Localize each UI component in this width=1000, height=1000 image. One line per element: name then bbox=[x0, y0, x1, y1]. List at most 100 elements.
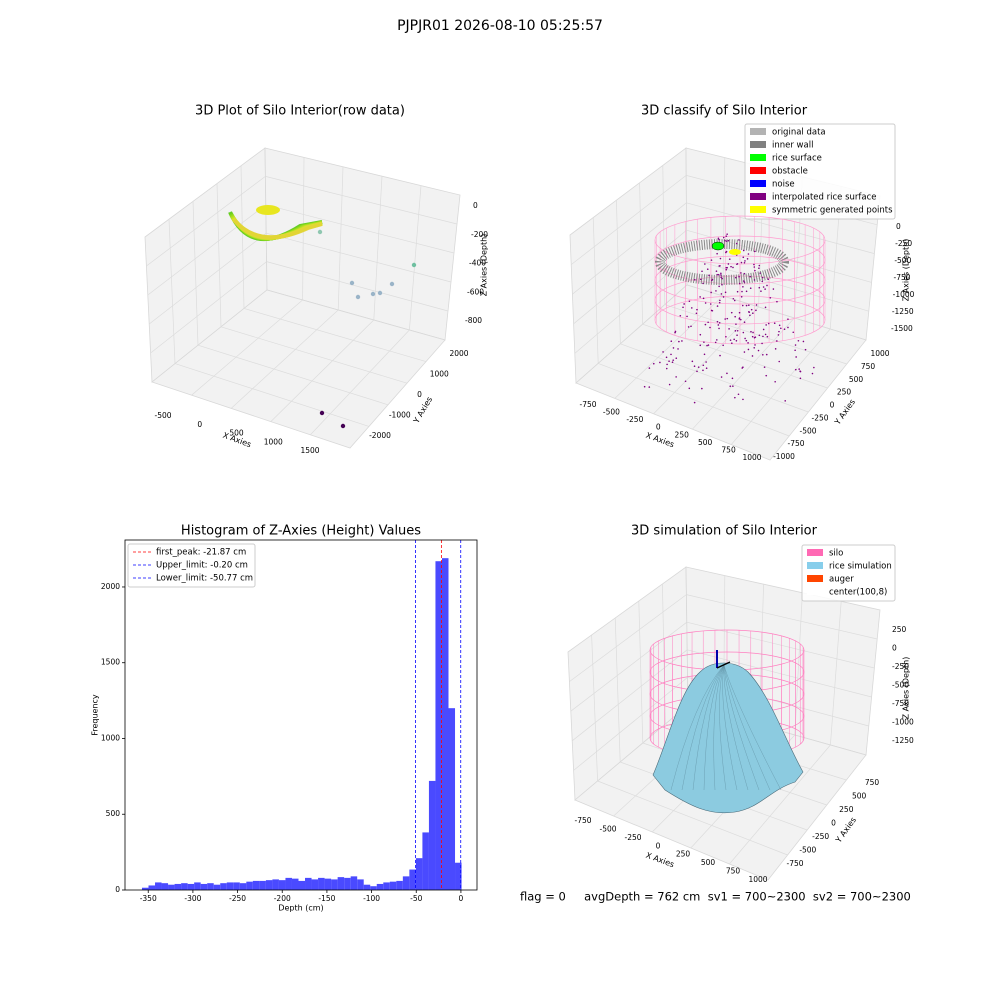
interp-point bbox=[738, 275, 740, 278]
auger bbox=[716, 661, 731, 669]
z-tick-label: -750 bbox=[894, 273, 911, 282]
z-tick-label: -500 bbox=[892, 681, 909, 690]
legend-label: noise bbox=[772, 180, 795, 190]
interp-point bbox=[672, 359, 675, 361]
x-tick-label: 500 bbox=[698, 438, 713, 447]
hist-bar bbox=[161, 883, 169, 890]
interp-point bbox=[718, 238, 720, 241]
pane-grid bbox=[148, 232, 267, 325]
pane-grid bbox=[147, 204, 267, 296]
gen-point bbox=[729, 249, 741, 255]
interp-point bbox=[688, 387, 691, 390]
hist-bar bbox=[168, 884, 175, 890]
pane-grid bbox=[571, 649, 688, 742]
pane-grid bbox=[620, 343, 809, 413]
pane-grid bbox=[592, 217, 599, 364]
z-tick-label: 0 bbox=[892, 644, 897, 653]
interp-point bbox=[747, 348, 750, 351]
interp-point bbox=[704, 302, 707, 304]
surface-mesh bbox=[681, 664, 725, 791]
interp-point bbox=[715, 270, 718, 272]
interp-point bbox=[772, 288, 775, 290]
z-tick-label: -800 bbox=[465, 316, 482, 325]
interp-point bbox=[797, 339, 800, 342]
interp-point bbox=[717, 273, 720, 276]
interp-point bbox=[776, 300, 778, 303]
interp-point bbox=[735, 339, 738, 342]
x-tick-label: 250 bbox=[676, 850, 691, 859]
x-axis-label: X Axies bbox=[645, 431, 676, 450]
interp-point bbox=[703, 353, 706, 356]
outlier-point bbox=[389, 281, 395, 287]
interp-point bbox=[774, 380, 776, 383]
interp-point bbox=[783, 328, 786, 331]
hist-bar bbox=[389, 881, 397, 890]
interp-point bbox=[720, 376, 723, 378]
outlier-point bbox=[349, 280, 355, 286]
z-tick-label: 0 bbox=[473, 201, 478, 210]
interp-point bbox=[678, 340, 680, 343]
interp-point bbox=[742, 331, 745, 334]
footer-status: flag = 0 avgDepth = 762 cm sv1 = 700~230… bbox=[520, 890, 911, 904]
interp-point bbox=[757, 349, 760, 352]
hist-bar bbox=[415, 858, 423, 890]
legend-label: obstacle bbox=[772, 167, 808, 177]
interp-point bbox=[693, 365, 696, 368]
interp-point bbox=[675, 376, 677, 378]
interp-point bbox=[670, 340, 673, 342]
legend-box bbox=[744, 123, 896, 220]
pane-grid bbox=[569, 594, 687, 682]
interp-point bbox=[705, 361, 707, 363]
hist-bar bbox=[148, 885, 156, 890]
interp-point bbox=[774, 348, 777, 350]
interp-point bbox=[720, 293, 723, 295]
interp-point bbox=[799, 377, 802, 380]
interp-point bbox=[724, 291, 727, 294]
pane-grid bbox=[230, 309, 339, 409]
z-tick-label: -1250 bbox=[892, 307, 914, 316]
x-tick-label: -50 bbox=[410, 894, 422, 903]
hist-bar bbox=[324, 878, 332, 890]
interp-point bbox=[722, 236, 725, 239]
interp-point bbox=[727, 239, 730, 242]
interp-point bbox=[707, 344, 710, 346]
interp-point bbox=[751, 355, 754, 357]
interp-point bbox=[758, 267, 760, 270]
interp-point bbox=[765, 374, 768, 377]
z-tick-label: -600 bbox=[467, 287, 484, 296]
interp-point bbox=[688, 300, 691, 303]
interp-point bbox=[730, 311, 733, 314]
hist-bar bbox=[305, 877, 312, 890]
interp-point bbox=[717, 324, 720, 326]
hist-bar bbox=[174, 883, 182, 890]
hist-bar bbox=[246, 881, 253, 890]
interp-point bbox=[733, 299, 736, 302]
interp-point bbox=[794, 344, 797, 346]
legend-box bbox=[127, 543, 256, 588]
hist-bar bbox=[331, 879, 338, 890]
interp-point bbox=[794, 368, 797, 371]
interp-point bbox=[766, 284, 768, 287]
interp-point bbox=[784, 400, 787, 402]
pane-grid bbox=[572, 202, 687, 295]
interp-point bbox=[738, 311, 741, 314]
hist-bar bbox=[272, 879, 279, 890]
z-tick-label: -1000 bbox=[893, 290, 915, 299]
pane-grid bbox=[174, 363, 370, 427]
interp-point bbox=[734, 330, 737, 332]
legend-label: interpolated rice surface bbox=[772, 193, 877, 203]
x-tick-label: -250 bbox=[626, 415, 643, 424]
outlier-point bbox=[377, 290, 383, 296]
interp-point bbox=[761, 276, 764, 279]
y-tick-label: 2000 bbox=[101, 582, 120, 591]
interp-point bbox=[726, 317, 729, 320]
interp-point bbox=[677, 348, 679, 350]
x-tick-label: -100 bbox=[363, 894, 380, 903]
interp-point bbox=[755, 309, 757, 312]
interp-point bbox=[762, 286, 765, 288]
hist-bar bbox=[311, 879, 319, 890]
interp-point bbox=[740, 272, 742, 274]
pane-grid bbox=[722, 157, 726, 297]
pane-grid bbox=[730, 328, 831, 445]
interp-point bbox=[670, 353, 672, 356]
